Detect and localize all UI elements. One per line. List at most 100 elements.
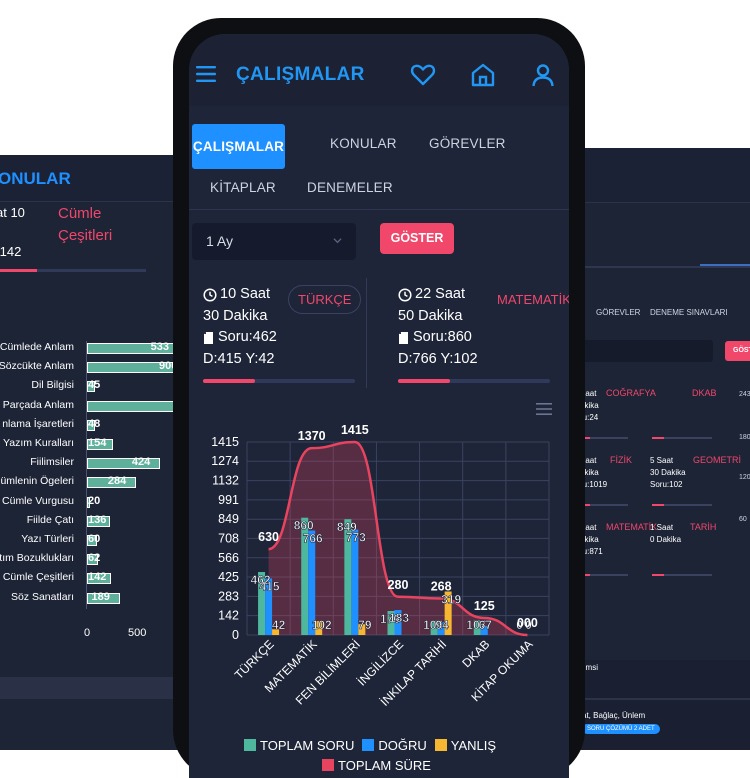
legend-item-toplam-sure[interactable]: TOPLAM SÜRE — [322, 758, 431, 773]
left-card-soru: :142 — [0, 244, 22, 259]
left-background-screen: ONULAR at 10 :142 Cümle Çeşitleri Cümled… — [0, 155, 178, 750]
tab-gorevler[interactable]: GÖREVLER — [429, 136, 506, 151]
chart-line-toplam-sure — [268, 440, 528, 637]
right-card-2b: 5 Saat 30 Dakika Soru:102 — [650, 456, 686, 489]
card-dy: D:766 Y:102 — [398, 350, 478, 367]
chart-bar-0 — [301, 517, 309, 635]
right-card-3-progress — [580, 574, 628, 576]
right-card-1-progress — [580, 437, 628, 439]
left-chart-category-label: Cümle Çeşitleri — [2, 571, 74, 584]
phone-frame: ÇALIŞMALAR ÇALIŞMALAR KONULAR GÖREVLER K… — [173, 18, 585, 778]
right-axis-tick: 243 — [739, 391, 750, 398]
right-tab-gorevler[interactable]: GÖREVLER — [596, 308, 641, 317]
chart-y-tick-label: 1132 — [212, 474, 239, 488]
chart-legend: TOPLAM SORU DOĞRU YANLIŞ — [244, 738, 496, 753]
home-icon[interactable] — [470, 62, 496, 88]
left-chart-value-label: 284 — [107, 475, 127, 488]
card-time: 22 Saat — [415, 286, 465, 302]
chart-bar-value-label: 462 — [251, 573, 271, 587]
left-chart-value-label: 48 — [88, 417, 101, 430]
period-select[interactable]: 1 Ay — [192, 223, 356, 260]
right-card-3-subject: MATEMATİK — [606, 522, 658, 532]
chart-bar-1 — [351, 529, 359, 635]
right-card-3b: 1 Saat 0 Dakika — [650, 523, 682, 544]
left-chart-tick: 500 — [128, 627, 147, 639]
chart-bar-0 — [430, 620, 438, 635]
left-chart-bar — [87, 400, 178, 412]
chart-line-value-label: 630 — [258, 530, 279, 544]
right-bottom-badge: SORU ÇÖZÜMÜ 2 ADET — [582, 724, 660, 734]
legend-item-yanlis[interactable]: YANLIŞ — [434, 738, 496, 753]
left-screen-footer — [0, 677, 178, 699]
menu-icon[interactable] — [196, 66, 216, 82]
left-chart-value-label: 424 — [131, 456, 151, 469]
left-chart-category-label: nlama İşaretleri — [2, 417, 74, 430]
card-soru: Soru:462 — [218, 329, 277, 345]
user-icon[interactable] — [530, 62, 556, 88]
tabs-divider — [189, 209, 569, 210]
stat-card-turkce: 10 Saat 30 Dakika Soru:462 D:415 Y:42 — [203, 284, 277, 370]
chart-bar-0 — [473, 620, 481, 635]
tab-denemeler[interactable]: DENEMELER — [307, 180, 393, 195]
left-chart-value-label: 533 — [150, 341, 170, 353]
left-chart-category-label: Yazım Kuralları — [3, 437, 74, 449]
chart-line-value-label: 280 — [388, 578, 409, 592]
left-chart-category-label: Söz Sanatları — [10, 590, 74, 603]
card-time: 10 Saat — [220, 286, 270, 302]
chart-bar-value-label: 183 — [389, 611, 409, 625]
right-screen-header — [580, 148, 750, 203]
right-card-3b-progress — [652, 574, 712, 576]
chart-y-tick-label: 425 — [218, 570, 239, 584]
left-chart-category-label: ümlenin Ögeleri — [0, 475, 74, 488]
right-goster-button[interactable]: GÖST — [725, 341, 750, 361]
chevron-down-icon — [333, 238, 342, 244]
left-chart-value-label: 62 — [88, 552, 101, 565]
left-chart-bar — [87, 535, 98, 546]
chart-bar-2 — [444, 591, 452, 635]
right-card-2-subject2: GEOMETRİ — [693, 455, 742, 465]
chart-y-tick-label: 1415 — [211, 435, 239, 449]
chart-y-tick-label: 142 — [218, 609, 239, 623]
left-chart-value-label: 45 — [88, 379, 101, 392]
left-chart-bar — [87, 458, 160, 470]
left-card-subject: Cümle Çeşitleri — [58, 205, 113, 244]
chart-y-tick-label: 849 — [218, 512, 239, 526]
right-bottom-text-1: ilmsi — [582, 663, 598, 672]
right-progress — [700, 264, 750, 266]
tab-kitaplar[interactable]: KİTAPLAR — [210, 180, 276, 195]
goster-button[interactable]: GÖSTER — [380, 223, 454, 254]
left-screen-title: ONULAR — [0, 169, 71, 188]
chart-bar-value-label: 67 — [479, 618, 493, 632]
chart-y-tick-label: 1274 — [211, 454, 239, 468]
right-tab-deneme[interactable]: DENEME SINAVLARI — [650, 308, 728, 317]
chart-line-value-label: 125 — [474, 599, 495, 613]
chart-y-tick-label: 283 — [218, 589, 239, 603]
heart-icon[interactable] — [410, 62, 436, 88]
right-period-select[interactable] — [580, 340, 713, 362]
chart-bar-2 — [358, 624, 366, 635]
chart-bar-1 — [394, 610, 402, 635]
card-progress-turkce — [203, 379, 355, 383]
chart-bar-value-label: 94 — [435, 618, 449, 632]
chart-bar-value-label: 0 — [525, 618, 532, 632]
chart-bar-value-label: 766 — [303, 532, 323, 546]
chart-bar-value-label: 860 — [294, 519, 314, 533]
right-card-1b-progress — [652, 437, 712, 439]
subject-badge-matematik[interactable]: MATEMATİK — [497, 292, 569, 307]
tab-konular[interactable]: KONULAR — [330, 136, 397, 151]
left-chart-value-label: 154 — [88, 437, 107, 449]
chart-bar-0 — [344, 519, 352, 635]
left-chart-category-label: Cümle Vurgusu — [2, 494, 74, 507]
chart-y-tick-label: 708 — [218, 531, 239, 545]
chart-bar-0 — [258, 571, 266, 635]
left-chart-value-label: 136 — [88, 513, 107, 526]
right-card-1: Saat akika ru:24 — [580, 389, 599, 422]
chart-menu-icon[interactable] — [536, 403, 552, 415]
legend-item-dogru[interactable]: DOĞRU — [362, 738, 427, 753]
left-chart-bar — [87, 496, 91, 508]
clock-icon — [398, 288, 412, 302]
tab-calismalar[interactable]: ÇALIŞMALAR — [192, 124, 285, 169]
legend-item-toplam-soru[interactable]: TOPLAM SORU — [244, 738, 354, 753]
subject-badge-turkce[interactable]: TÜRKÇE — [288, 285, 362, 314]
right-card-1-subject: COĞRAFYA — [606, 388, 656, 398]
